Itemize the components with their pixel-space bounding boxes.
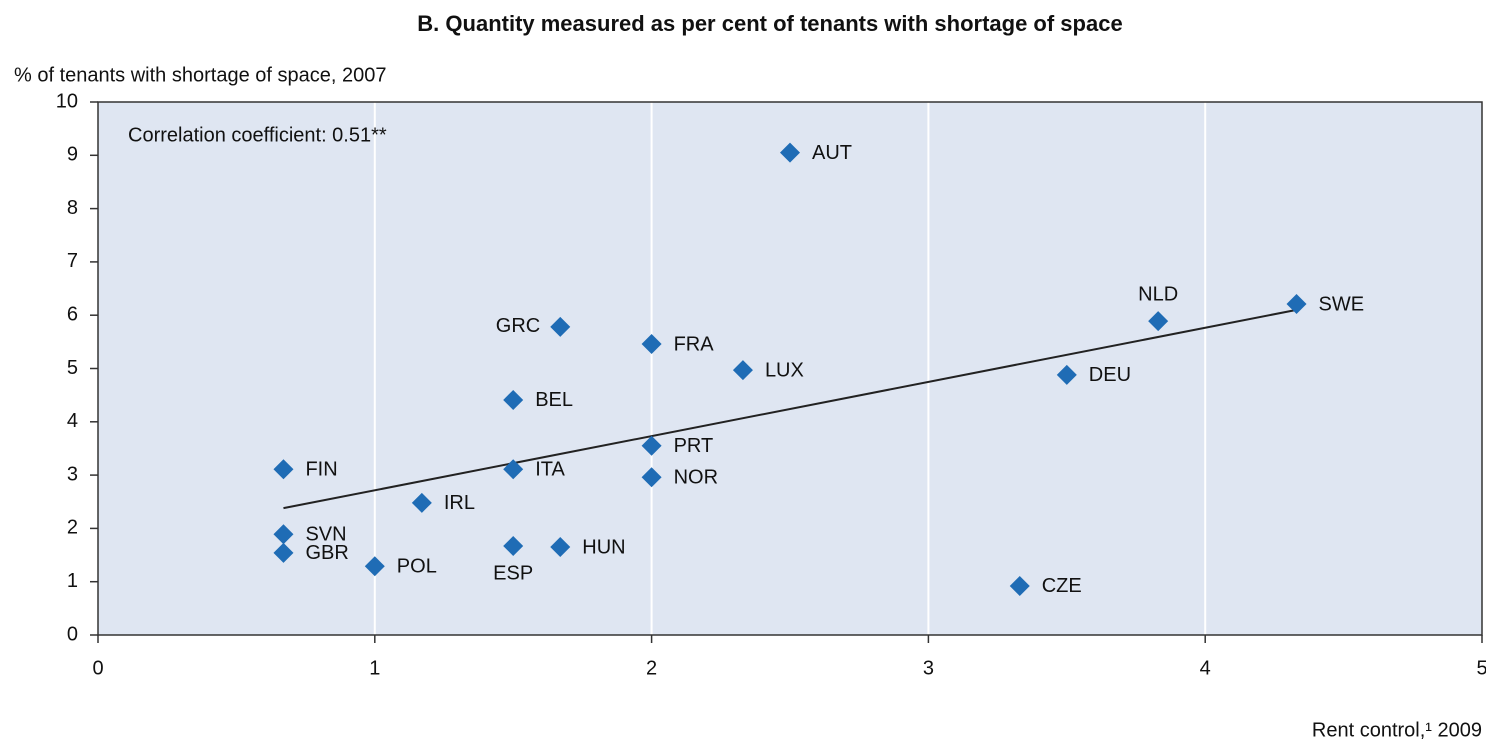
chart-title: B. Quantity measured as per cent of tena…: [417, 11, 1122, 36]
point-label: LUX: [765, 359, 804, 381]
y-tick-label: 7: [67, 250, 78, 272]
x-tick-label: 4: [1200, 657, 1211, 679]
y-tick-label: 9: [67, 144, 78, 166]
point: [732, 360, 753, 381]
point: [364, 556, 385, 577]
point-label: POL: [397, 556, 437, 578]
point-label: SWE: [1319, 293, 1365, 315]
point-label: FRA: [674, 333, 715, 355]
x-tick-label: 2: [646, 657, 657, 679]
point: [503, 459, 524, 480]
x-tick-label: 3: [923, 657, 934, 679]
point: [641, 435, 662, 456]
x-axis-label: Rent control,¹ 2009: [1312, 719, 1482, 741]
point-label: NOR: [674, 467, 718, 489]
point: [641, 333, 662, 354]
point: [503, 535, 524, 556]
point-label: FIN: [305, 459, 337, 481]
x-tick-label: 1: [369, 657, 380, 679]
point-label: GBR: [305, 542, 348, 564]
point-label: ITA: [535, 459, 565, 481]
y-tick-label: 8: [67, 197, 78, 219]
annotation: Correlation coefficient: 0.51**: [128, 124, 387, 146]
point-label: PRT: [674, 435, 714, 457]
y-axis-label: % of tenants with shortage of space, 200…: [14, 64, 386, 86]
point: [1148, 311, 1169, 332]
point-label: CZE: [1042, 575, 1082, 597]
point: [273, 524, 294, 545]
point-label: NLD: [1138, 283, 1178, 305]
y-tick-label: 2: [67, 517, 78, 539]
point-label: IRL: [444, 492, 475, 514]
point: [780, 142, 800, 163]
y-tick-label: 6: [67, 303, 78, 325]
point: [1056, 364, 1077, 385]
point: [411, 492, 432, 513]
x-tick-label: 0: [92, 657, 103, 679]
point-label: BEL: [535, 389, 573, 411]
point: [550, 537, 571, 558]
y-tick-label: 4: [67, 410, 78, 432]
point: [1286, 294, 1307, 315]
point-label: SVN: [305, 524, 346, 546]
y-tick-label: 10: [56, 90, 78, 112]
point: [550, 316, 571, 337]
y-tick-label: 5: [67, 357, 78, 379]
x-tick-label: 5: [1476, 657, 1486, 679]
y-tick-label: 1: [67, 570, 78, 592]
point: [273, 459, 294, 480]
point: [273, 542, 294, 563]
point-label: AUT: [812, 142, 852, 164]
point: [503, 389, 524, 410]
point-label: DEU: [1089, 364, 1131, 386]
y-tick-label: 0: [67, 623, 78, 645]
point-label: GRC: [496, 315, 540, 337]
point: [1009, 575, 1030, 596]
plot-border: [97, 101, 1483, 636]
point-label: ESP: [493, 562, 533, 584]
plot-area: [98, 102, 1482, 635]
y-tick-label: 3: [67, 463, 78, 485]
point-label: HUN: [582, 536, 625, 558]
trendline: [283, 308, 1297, 510]
point: [641, 467, 662, 488]
